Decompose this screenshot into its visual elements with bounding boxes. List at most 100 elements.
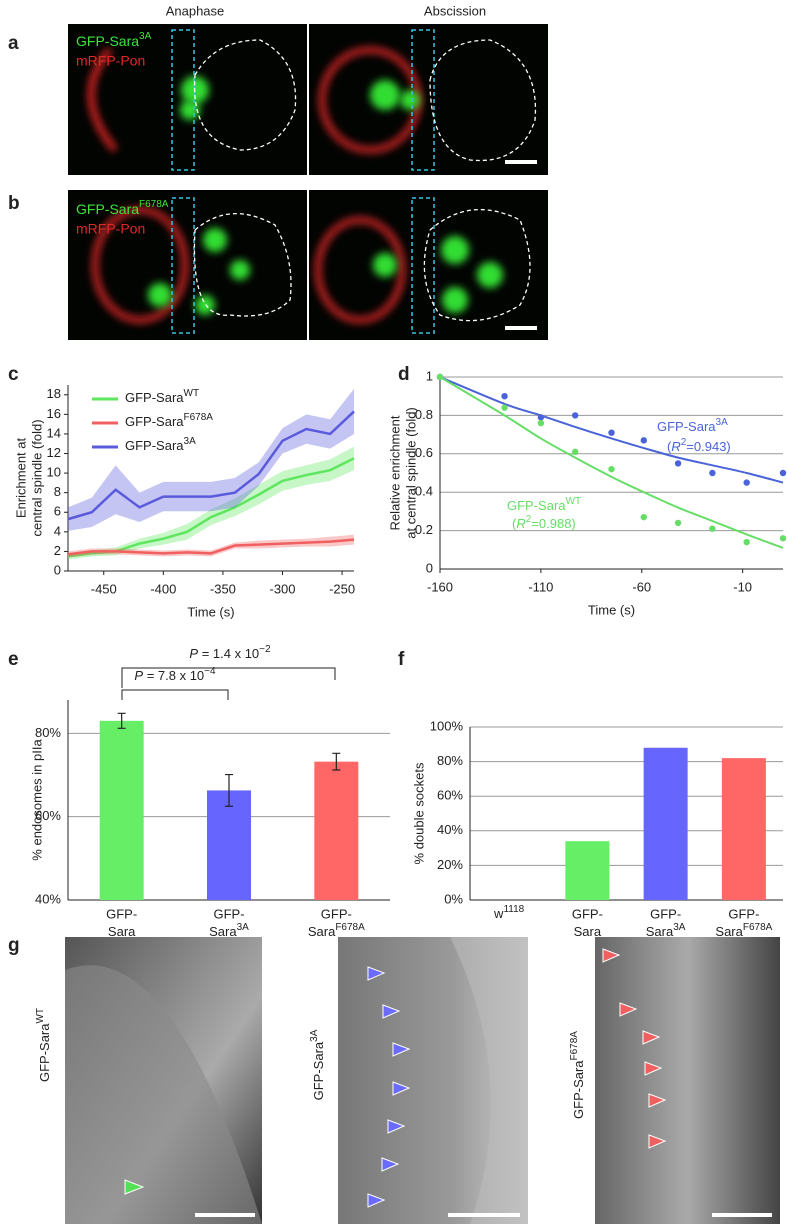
label-sup: 3A [673,922,686,933]
label-text: GFP-Sara [311,1041,326,1100]
fit-curve [439,376,784,549]
fit-annotation-part: =0.943) [686,439,730,454]
y-axis-label: Enrichment at [13,438,28,519]
data-point [743,479,750,486]
error-band [68,388,354,531]
legend-label: GFP-Sara3A [125,436,196,454]
y-tick-label: 1 [426,368,433,383]
x-tick-label: -160 [427,579,453,594]
y-tick-label: 80% [35,725,61,740]
fit-annotation-part: ( [512,516,517,531]
micrograph-label: mRFP-Pon [76,53,145,69]
data-point [640,513,647,521]
label-part: Sara [646,924,674,939]
bar [565,841,610,900]
fit-annotation: (R2=0.943) [667,437,731,455]
data-point [709,525,716,532]
p-text: = 7.8 x 10 [143,668,204,683]
bar [721,758,766,900]
p-var: P [134,668,143,683]
y-tick-label: 0.4 [415,484,433,499]
legend-label-part: WT [184,388,200,399]
y-tick-label: 60% [437,788,463,803]
y-tick-label: 100% [430,718,464,733]
x-tick-label: GFP- [728,906,759,921]
label-sup: 3A [139,31,152,42]
x-tick-label: GFP- [213,906,244,921]
y-tick-label: 0 [54,562,61,577]
x-tick-label-part: 1118 [503,904,524,915]
panel-letter: g [8,935,20,956]
x-axis-label: Time (s) [187,604,234,619]
data-point [709,469,716,477]
y-tick-label: 16 [47,406,61,421]
label-part: Sara [209,924,237,939]
bar [99,720,144,900]
label-text: GFP-Sara [37,1023,52,1082]
sem-image [65,937,780,1224]
error-bar [225,773,233,807]
fit-curve [439,376,784,484]
label-sup: WT [35,1008,46,1024]
y-tick-label: 0.8 [415,407,433,422]
label-sup: F678A [139,199,169,210]
series-annotation-part: 3A [716,417,729,428]
panel-letter: b [8,193,20,214]
series-line [67,538,355,556]
label-part: Sara [574,924,602,939]
error-band [68,446,354,560]
micrograph [68,190,548,340]
y-axis-label: % double sockets [411,762,426,864]
series-annotation-part: GFP-Sara [657,419,716,434]
y-tick-label: 40% [35,891,61,906]
series-annotation-part: WT [566,496,582,507]
y-axis-label: at central spindle (fold) [403,407,418,539]
x-tick-label: Sara3A [646,922,686,940]
legend-label-part: GFP-Sara [125,438,184,453]
series-annotation: GFP-Sara3A [657,417,728,435]
x-tick-label: -250 [329,581,355,596]
legend-label: GFP-SaraWT [125,388,199,406]
fit-annotation-part: 2 [526,514,532,525]
label-sup: F678A [743,922,773,933]
series-annotation: GFP-SaraWT [507,496,581,514]
y-tick-label: 0.2 [415,522,433,537]
data-point [608,465,615,473]
fit-annotation-part: ( [667,439,672,454]
p-value: P = 1.4 x 10−2 [189,644,271,662]
bar [314,761,359,900]
y-axis-label: % endosomes in pIIa [29,739,44,861]
panel-letter: c [8,364,19,385]
x-tick-label: -350 [210,581,236,596]
y-tick-label: 18 [47,386,61,401]
label-part: Sara [108,924,136,939]
label-text: GFP-Sara [76,33,139,49]
micrograph-label: mRFP-Pon [76,221,145,237]
label-sup: 3A [237,922,250,933]
y-tick-label: 40% [437,822,463,837]
x-tick-label: SaraF678A [715,922,772,940]
data-point [571,448,579,456]
x-tick-label: GFP- [650,906,681,921]
y-tick-label: 20% [437,857,463,872]
legend-label-part: F678A [184,412,214,423]
bar [207,790,251,900]
p-sup: −4 [204,666,216,677]
y-tick-label: 8 [54,484,61,499]
label-sup: F678A [335,922,365,933]
label-text: GFP-Sara [76,201,139,217]
y-tick-label: 0% [444,891,463,906]
data-point [537,414,545,421]
data-point [743,538,750,546]
x-tick-label: SaraF678A [308,922,365,940]
data-point [501,404,508,411]
significance-bracket [121,689,229,700]
y-tick-label: 14 [47,425,61,440]
series-annotation-part: GFP-Sara [507,498,566,513]
x-tick-label: -300 [269,581,295,596]
x-tick-label: GFP- [572,906,603,921]
genotype-label: GFP-SaraWT [35,1008,53,1082]
panel-letter: a [8,33,19,54]
x-tick-label: w1118 [493,904,525,922]
x-tick-label: GFP- [321,906,352,921]
